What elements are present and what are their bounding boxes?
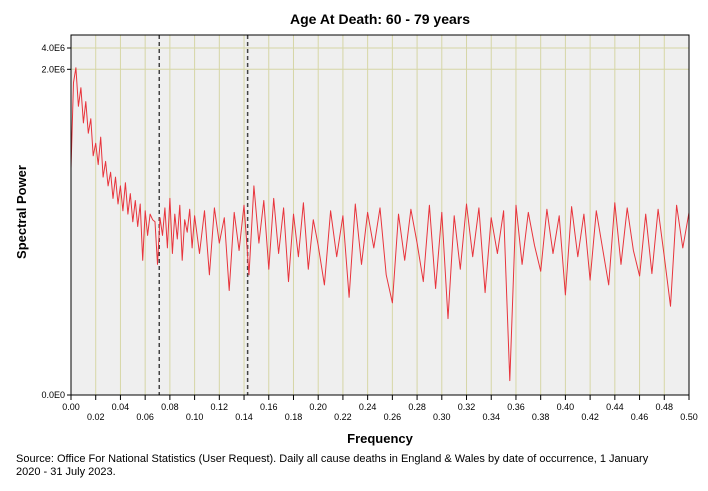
y-tick-label: 4.0E6	[41, 43, 65, 53]
x-tick-label: 0.42	[581, 412, 599, 422]
chart-title: Age At Death: 60 - 79 years	[290, 11, 470, 27]
spectral-power-line	[70, 67, 690, 382]
x-tick-label: 0.14	[235, 412, 253, 422]
x-tick-label: 0.04	[112, 402, 130, 412]
x-tick-label: 0.16	[260, 402, 278, 412]
x-tick-label: 0.30	[433, 412, 451, 422]
x-axis-title: Frequency	[347, 431, 414, 446]
y-gridlines	[71, 47, 689, 70]
x-tick-label: 0.44	[606, 402, 624, 412]
plot-area	[70, 34, 690, 396]
x-tick-label: 0.48	[656, 402, 674, 412]
x-tick-label: 0.40	[557, 402, 575, 412]
y-axis: 0.0E0 2.0E6 4.0E6	[41, 43, 71, 400]
series-layer	[70, 67, 690, 382]
x-tick-label: 0.10	[186, 412, 204, 422]
x-tick-label: 0.12	[211, 402, 229, 412]
y-axis-title: Spectral Power	[14, 165, 29, 259]
plot-frame	[70, 34, 690, 396]
x-tick-label: 0.08	[161, 402, 179, 412]
x-tick-label: 0.38	[532, 412, 550, 422]
x-tick-label: 0.34	[482, 412, 500, 422]
x-tick-label: 0.26	[384, 412, 402, 422]
x-tick-label: 0.02	[87, 412, 105, 422]
x-tick-label: 0.06	[136, 412, 154, 422]
x-tick-label: 0.20	[309, 402, 327, 412]
source-note: Source: Office For National Statistics (…	[16, 453, 649, 478]
x-tick-label: 0.32	[458, 402, 476, 412]
x-tick-label: 0.18	[285, 412, 303, 422]
x-tick-label: 0.36	[507, 402, 525, 412]
x-tick-label: 0.22	[334, 412, 352, 422]
y-tick-label: 2.0E6	[41, 64, 65, 74]
x-tick-label: 0.50	[680, 412, 698, 422]
x-tick-label: 0.28	[408, 402, 426, 412]
x-tick-label: 0.24	[359, 402, 377, 412]
y-tick-label: 0.0E0	[41, 390, 65, 400]
x-axis: 0.00 0.02 0.04 0.06 0.08 0.10 0.12 0.14 0.16 0.18…	[62, 395, 698, 422]
reference-lines	[158, 35, 249, 395]
x-tick-label: 0.46	[631, 412, 649, 422]
x-tick-label: 0.00	[62, 402, 80, 412]
